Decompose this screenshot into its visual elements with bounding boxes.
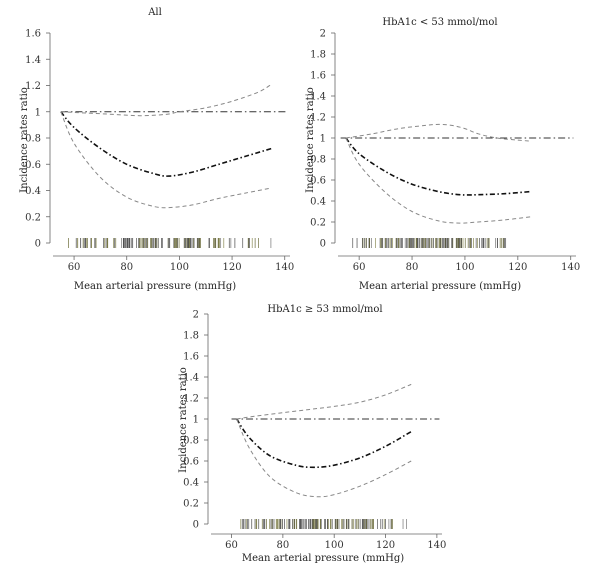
panel-title: All [147,7,162,18]
panel-title: HbA1c ≥ 53 mmol/mol [267,304,382,315]
y-tick-label: 2 [193,310,199,321]
y-tick-label: 0.6 [310,176,326,187]
x-tick-label: 100 [325,540,344,551]
y-tick-label: 1.6 [25,29,41,40]
rug-plot [68,238,272,248]
x-tick-label: 60 [353,262,366,273]
x-tick-label: 100 [170,262,189,273]
y-tick-label: 1.2 [310,113,326,124]
y-tick-label: 0.8 [25,134,41,145]
x-tick-label: 100 [455,262,474,273]
y-tick-label: 1.4 [183,373,199,384]
y-axis-title: Incidence rates ratio [305,87,316,193]
estimate-line [60,111,272,177]
y-tick-label: 1.2 [25,81,41,92]
y-tick-label: 0.8 [310,155,326,166]
x-tick-label: 120 [223,262,242,273]
x-tick-label: 140 [275,262,294,273]
y-tick-label: 0.2 [310,218,326,229]
y-tick-label: 2 [320,29,326,40]
upper-ci-line [60,83,272,117]
y-axis-title: Incidence rates ratio [178,367,189,473]
panel-hba1c-high: HbA1c ≥ 53 mmol/mol Mean arterial pressu… [178,304,446,564]
panel-hba1c-low: HbA1c < 53 mmol/mol Mean arterial pressu… [305,17,580,292]
y-tick-label: 0.2 [25,212,41,223]
lower-ci-line [236,418,412,498]
x-tick-label: 140 [427,540,446,551]
y-tick-label: 0.8 [183,436,199,447]
y-tick-label: 1.4 [310,92,326,103]
panel-title: HbA1c < 53 mmol/mol [382,17,497,28]
y-tick-label: 0.4 [310,197,326,208]
y-tick-label: 0 [193,520,199,531]
y-tick-label: 1.6 [310,71,326,82]
rug-plot [240,519,407,529]
upper-ci-line [345,123,532,142]
x-tick-label: 60 [68,262,81,273]
y-tick-label: 1.4 [25,55,41,66]
y-tick-label: 1.8 [183,331,199,342]
upper-ci-line [236,383,412,420]
panel-all: All Mean arterial pressure (mmHg) Incide… [19,7,294,292]
x-tick-label: 120 [376,540,395,551]
x-tick-label: 80 [120,262,133,273]
y-tick-label: 0.4 [183,478,199,489]
y-tick-label: 0 [320,239,326,250]
estimate-line [345,137,532,196]
y-tick-label: 0 [35,239,41,250]
y-tick-label: 0.4 [25,186,41,197]
y-tick-label: 1 [193,415,199,426]
x-axis-title: Mean arterial pressure (mmHg) [74,281,236,292]
x-tick-label: 60 [225,540,238,551]
y-tick-label: 1.6 [183,352,199,363]
lower-ci-line [345,137,532,224]
x-tick-label: 120 [508,262,527,273]
y-tick-label: 0.2 [183,499,199,510]
y-axis-title: Incidence rates ratio [19,87,30,193]
x-axis-title: Mean arterial pressure (mmHg) [242,553,404,564]
y-tick-label: 0.6 [183,457,199,468]
y-tick-label: 1 [35,107,41,118]
rug-plot [352,238,507,248]
x-tick-label: 140 [561,262,580,273]
y-tick-label: 1.8 [310,50,326,61]
y-tick-label: 0.6 [25,160,41,171]
y-tick-label: 1 [320,134,326,145]
lower-ci-line [60,111,272,209]
y-tick-label: 1.2 [183,394,199,405]
x-tick-label: 80 [276,540,289,551]
x-axis-title: Mean arterial pressure (mmHg) [359,281,521,292]
estimate-line [236,418,412,469]
x-tick-label: 80 [406,262,419,273]
